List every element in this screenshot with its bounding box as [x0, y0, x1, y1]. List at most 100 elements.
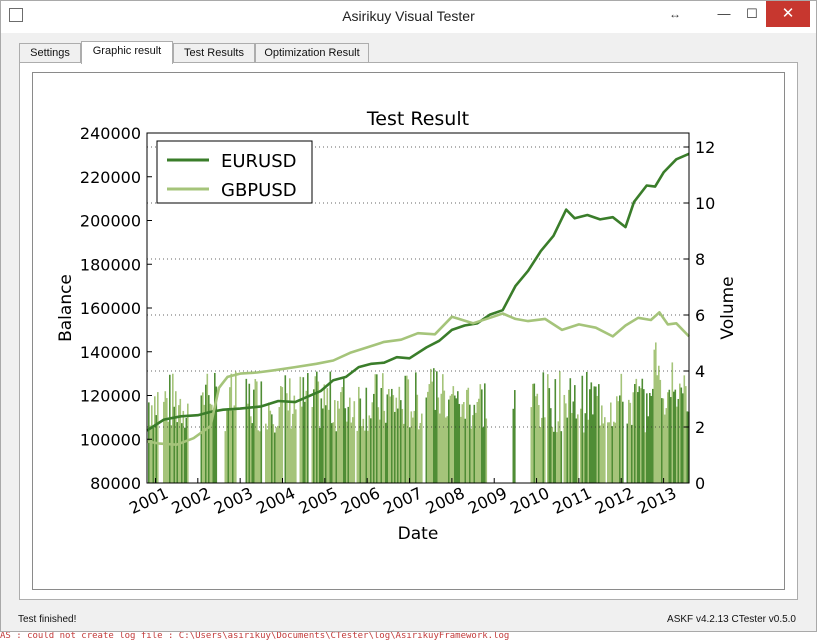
volume-bar — [676, 406, 678, 483]
volume-bar — [403, 423, 405, 483]
volume-bar — [473, 404, 476, 483]
volume-bar — [655, 342, 657, 483]
volume-bar — [598, 384, 600, 483]
volume-bar — [484, 383, 486, 483]
volume-bar — [457, 391, 459, 483]
volume-bar — [412, 417, 414, 483]
volume-bar — [542, 372, 545, 483]
volume-bar — [152, 427, 155, 483]
tab-graphic-result[interactable]: Graphic result — [81, 41, 173, 64]
version-info: ASKF v4.2.13 CTester v0.5.0 — [667, 614, 796, 625]
resize-icon[interactable]: ↔ — [669, 7, 681, 21]
volume-bar — [301, 406, 303, 483]
volume-bar — [314, 376, 317, 483]
volume-bars — [148, 342, 690, 483]
volume-bar — [563, 394, 566, 483]
volume-bar — [230, 373, 233, 483]
volume-bar — [367, 430, 369, 483]
volume-bar — [574, 385, 576, 483]
volume-bar — [344, 408, 347, 483]
maximize-button[interactable]: ☐ — [746, 6, 758, 21]
volume-bar — [449, 395, 452, 483]
volume-bar — [616, 396, 618, 483]
volume-bar — [650, 395, 653, 483]
volume-bar — [370, 418, 372, 483]
volume-bar — [392, 395, 395, 483]
y-tick-label: 120000 — [80, 387, 141, 406]
volume-bar — [290, 428, 293, 483]
volume-bar — [302, 377, 305, 483]
y-tick-label: 160000 — [80, 299, 141, 318]
x-tick-label: 2008 — [423, 483, 468, 517]
volume-bar — [665, 408, 668, 483]
volume-bar — [295, 409, 297, 483]
volume-bar — [170, 425, 173, 483]
volume-bar — [641, 378, 644, 483]
series-line-gbpusd — [146, 311, 690, 447]
volume-bar — [536, 393, 539, 483]
legend-label-eurusd: EURUSD — [221, 151, 297, 172]
volume-bar — [187, 403, 189, 483]
volume-bar — [556, 432, 558, 483]
volume-bar — [338, 408, 341, 483]
legend-box — [156, 140, 313, 204]
chart-title: Test Result — [366, 108, 469, 130]
volume-bar — [181, 423, 183, 483]
volume-bar — [316, 371, 318, 483]
volume-bar — [595, 386, 597, 483]
volume-bar — [269, 410, 272, 483]
close-button[interactable]: ✕ — [766, 1, 810, 27]
volume-bar — [554, 379, 557, 483]
volume-bar — [388, 389, 390, 483]
volume-bar — [397, 408, 399, 483]
minimize-button[interactable]: — — [717, 6, 731, 21]
volume-bar — [601, 405, 603, 483]
volume-bar — [413, 410, 416, 483]
volume-bar — [553, 431, 555, 483]
volume-bar — [374, 374, 377, 483]
y2-tick-label: 12 — [695, 138, 715, 157]
volume-bar — [464, 418, 467, 483]
volume-bar — [658, 365, 660, 483]
volume-bar — [607, 422, 609, 483]
volume-bar — [512, 408, 515, 483]
tab-settings[interactable]: Settings — [19, 43, 81, 62]
volume-bar — [365, 387, 368, 483]
volume-bar — [586, 371, 588, 483]
volume-bar — [266, 429, 269, 483]
volume-bar — [635, 378, 638, 483]
volume-bar — [317, 381, 320, 483]
volume-bar — [557, 421, 560, 483]
volume-bar — [469, 404, 471, 483]
volume-bar — [233, 405, 236, 483]
volume-bar — [590, 382, 593, 483]
volume-bar — [656, 375, 659, 483]
volume-bar — [679, 383, 681, 483]
volume-bar — [530, 407, 533, 483]
volume-bar — [281, 387, 284, 483]
volume-bar — [479, 384, 482, 483]
status-bar: Test finished! ASKF v4.2.13 CTester v0.5… — [1, 607, 816, 631]
volume-bar — [470, 428, 473, 483]
volume-bar — [442, 374, 444, 483]
volume-bar — [460, 416, 462, 483]
volume-bar — [419, 422, 422, 483]
volume-bar — [475, 412, 477, 483]
volume-bar — [571, 412, 573, 483]
volume-bar — [661, 398, 663, 483]
chart-frame: 80000 100000 120000 140000 160000 180000 20000… — [32, 72, 785, 590]
tab-test-results[interactable]: Test Results — [173, 43, 255, 62]
y-tick-label: 220000 — [80, 168, 141, 187]
volume-bar — [452, 386, 455, 483]
volume-bar — [427, 391, 429, 483]
tab-optimization-result[interactable]: Optimization Result — [255, 43, 369, 62]
volume-bar — [532, 383, 534, 483]
volume-bar — [215, 386, 218, 483]
volume-bar — [409, 427, 411, 483]
volume-bar — [443, 390, 446, 483]
volume-bar — [652, 388, 654, 483]
title-bar[interactable]: Asirikuy Visual Tester ↔ — ☐ ✕ — [1, 1, 816, 33]
volume-bar — [667, 392, 669, 483]
volume-bar — [376, 374, 378, 483]
volume-bar — [320, 398, 323, 483]
